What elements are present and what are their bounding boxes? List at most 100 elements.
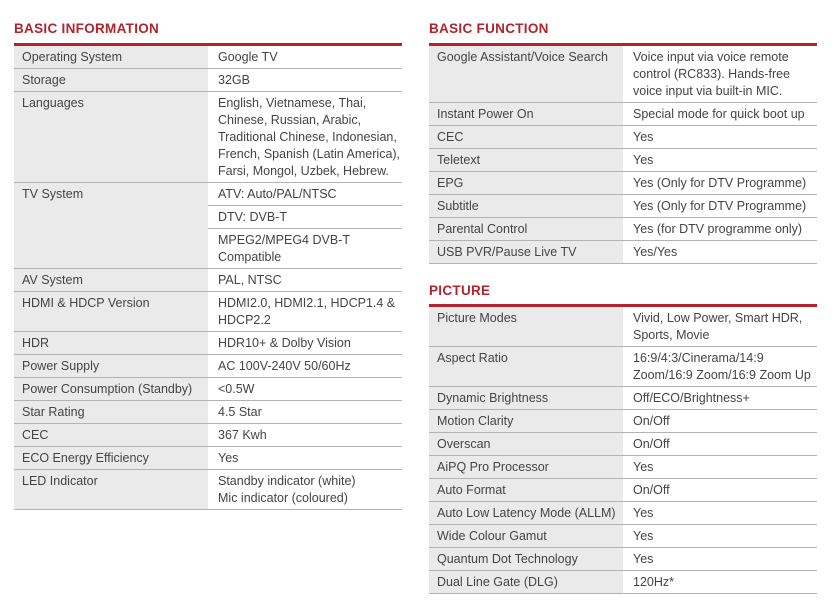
spec-row-google-assistant-voice-search: Google Assistant/Voice Search Voice input… [429,45,817,103]
spec-label: EPG [429,171,623,194]
spec-row-av-system: AV System PAL, NTSC [14,268,402,292]
spec-label: Parental Control [429,217,623,240]
spec-label: Auto Low Latency Mode (ALLM) [429,502,623,524]
spec-table-basic-function: Google Assistant/Voice Search Voice input… [429,42,817,264]
spec-values: HDR10+ & Dolby Vision [208,332,402,354]
spec-values: 4.5 Star [208,401,402,423]
spec-values: On/Off [623,410,817,432]
spec-value: Yes [633,152,654,167]
spec-row-epg: EPG Yes (Only for DTV Programme) [429,171,817,195]
spec-values: On/Off [623,479,817,501]
spec-label: HDMI & HDCP Version [14,291,208,331]
spec-label: Overscan [429,433,623,455]
spec-value: Standby indicator (white) Mic indicator … [218,473,356,505]
spec-value: Yes [633,552,654,566]
spec-value: On/Off [633,483,670,497]
spec-label: USB PVR/Pause Live TV [429,240,623,263]
spec-label: Quantum Dot Technology [429,548,623,570]
spec-values: PAL, NTSC [208,269,402,291]
spec-values: Yes [623,525,817,547]
spec-values: 16:9/4:3/Cinerama/14:9 Zoom/16:9 Zoom/16… [623,347,817,386]
spec-values: 120Hz* [623,571,817,593]
spec-value: Yes [633,460,654,474]
spec-row-aipq-pro-processor: AiPQ Pro Processor Yes [429,456,817,479]
spec-table-basic-information: Operating System Google TV Storage 32GB Lang… [14,42,402,510]
section-title-basic-information: BASIC INFORMATION [14,21,160,36]
spec-value: 120Hz* [633,575,674,589]
spec-value: 16:9/4:3/Cinerama/14:9 Zoom/16:9 Zoom/16… [633,351,811,382]
spec-row-aspect-ratio: Aspect Ratio 16:9/4:3/Cinerama/14:9 Zoom/… [429,347,817,387]
spec-row-dynamic-brightness: Dynamic Brightness Off/ECO/Brightness+ [429,387,817,410]
spec-value: HDMI2.0, HDMI2.1, HDCP1.4 & HDCP2.2 [218,295,396,327]
spec-label: Star Rating [14,400,208,423]
spec-label: Google Assistant/Voice Search [429,45,623,102]
spec-row-star-rating: Star Rating 4.5 Star [14,400,402,424]
spec-value: DTV: DVB-T [208,204,402,228]
spec-value: Yes/Yes [633,244,678,259]
spec-label: Teletext [429,148,623,171]
spec-row-led-indicator: LED Indicator Standby indicator (white) M… [14,469,402,510]
spec-value: Yes [633,529,654,543]
spec-values: Vivid, Low Power, Smart HDR, Sports, Mov… [623,307,817,346]
spec-row-picture-modes: Picture Modes Vivid, Low Power, Smart HDR… [429,307,817,347]
spec-row-wide-colour-gamut: Wide Colour Gamut Yes [429,525,817,548]
spec-label: Subtitle [429,194,623,217]
spec-label: AiPQ Pro Processor [429,456,623,478]
spec-label: Motion Clarity [429,410,623,432]
spec-value: English, Vietnamese, Thai, Chinese, Russ… [218,95,401,178]
spec-row-power-consumption-standby: Power Consumption (Standby) <0.5W [14,377,402,401]
spec-value: Yes (Only for DTV Programme) [633,198,807,213]
spec-row-hdmi-hdcp-version: HDMI & HDCP Version HDMI2.0, HDMI2.1, HDC… [14,291,402,332]
spec-label: CEC [429,125,623,148]
spec-row-subtitle: Subtitle Yes (Only for DTV Programme) [429,194,817,218]
spec-label: Dynamic Brightness [429,387,623,409]
spec-label: AV System [14,268,208,291]
section-title-basic-function: BASIC FUNCTION [429,21,549,36]
spec-row-tv-system: TV System ATV: Auto/PAL/NTSC DTV: DVB-T MPE… [14,182,402,269]
spec-values: Yes [623,502,817,524]
spec-value: Google TV [218,49,278,64]
spec-values: ATV: Auto/PAL/NTSC DTV: DVB-T MPEG2/MPEG4 … [208,183,402,268]
spec-value: Yes [218,450,239,465]
spec-values: Special mode for quick boot up [623,103,817,125]
spec-label: Auto Format [429,479,623,501]
spec-row-instant-power-on: Instant Power On Special mode for quick b… [429,102,817,126]
spec-label: Power Consumption (Standby) [14,377,208,400]
spec-row-hdr: HDR HDR10+ & Dolby Vision [14,331,402,355]
spec-value: ATV: Auto/PAL/NTSC [218,186,337,201]
spec-label: Picture Modes [429,307,623,346]
spec-row-quantum-dot-technology: Quantum Dot Technology Yes [429,548,817,571]
spec-label: ECO Energy Efficiency [14,446,208,469]
spec-value: Voice input via voice remote control (RC… [633,49,791,98]
spec-values: On/Off [623,433,817,455]
spec-table-picture: Picture Modes Vivid, Low Power, Smart HDR… [429,304,817,594]
spec-value: Yes (Only for DTV Programme) [633,175,807,190]
spec-label: Languages [14,91,208,182]
spec-value: 367 Kwh [218,427,267,442]
spec-values: Yes [208,447,402,469]
spec-row-storage: Storage 32GB [14,68,402,92]
spec-row-auto-format: Auto Format On/Off [429,479,817,502]
spec-value: AC 100V-240V 50/60Hz [218,358,351,373]
spec-label: Instant Power On [429,102,623,125]
spec-row-power-supply: Power Supply AC 100V-240V 50/60Hz [14,354,402,378]
spec-values: Google TV [208,46,402,68]
spec-values: Yes [623,149,817,171]
spec-row-usb-pvr-pause-live-tv: USB PVR/Pause Live TV Yes/Yes [429,240,817,264]
spec-values: 367 Kwh [208,424,402,446]
spec-row-operating-system: Operating System Google TV [14,45,402,69]
spec-values: AC 100V-240V 50/60Hz [208,355,402,377]
spec-value: <0.5W [218,381,255,396]
spec-row-dual-line-gate-dlg: Dual Line Gate (DLG) 120Hz* [429,571,817,594]
spec-values: Voice input via voice remote control (RC… [623,46,817,102]
spec-values: 32GB [208,69,402,91]
spec-label: Wide Colour Gamut [429,525,623,547]
spec-row-languages: Languages English, Vietnamese, Thai, Chin… [14,91,402,183]
spec-row-auto-low-latency-mode-allm: Auto Low Latency Mode (ALLM) Yes [429,502,817,525]
spec-row-eco-energy-efficiency: ECO Energy Efficiency Yes [14,446,402,470]
spec-value: Yes [633,129,654,144]
right-column: BASIC FUNCTION Google Assistant/Voice Se… [429,22,817,594]
spec-values: Yes [623,548,817,570]
spec-values: Standby indicator (white) Mic indicator … [208,470,402,509]
